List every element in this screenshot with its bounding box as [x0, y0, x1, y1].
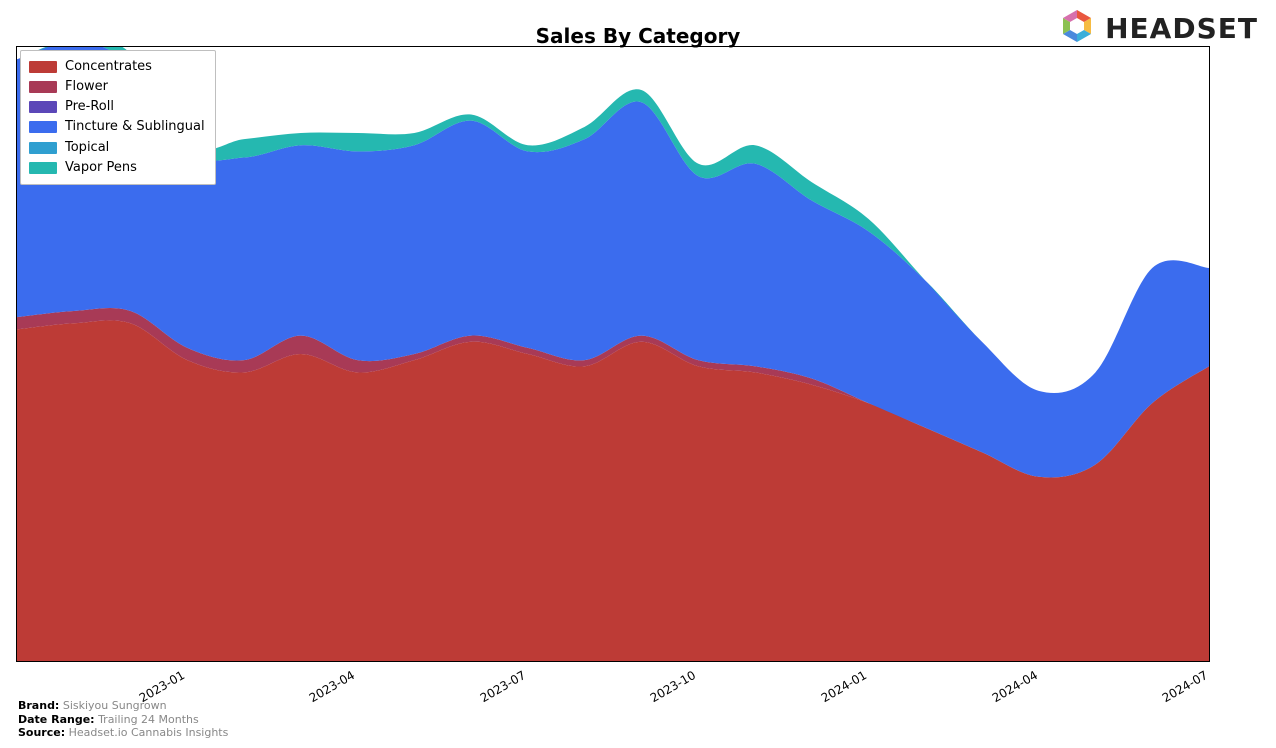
- legend-item: Topical: [29, 138, 205, 158]
- legend-swatch: [29, 81, 57, 93]
- legend-swatch: [29, 142, 57, 154]
- legend-item: Concentrates: [29, 57, 205, 77]
- legend-label: Concentrates: [65, 57, 152, 77]
- legend-swatch: [29, 121, 57, 133]
- legend-item: Pre-Roll: [29, 97, 205, 117]
- footer-brand-label: Brand:: [18, 699, 59, 712]
- footer-source-value: Headset.io Cannabis Insights: [69, 726, 229, 739]
- chart-legend: ConcentratesFlowerPre-RollTincture & Sub…: [20, 50, 216, 185]
- x-tick-label: 2023-10: [648, 668, 698, 705]
- x-axis-ticks: 2023-012023-042023-072023-102024-012024-…: [16, 662, 1210, 702]
- legend-item: Tincture & Sublingual: [29, 117, 205, 137]
- legend-item: Vapor Pens: [29, 158, 205, 178]
- brand-logo-text: HEADSET: [1105, 12, 1258, 45]
- legend-swatch: [29, 162, 57, 174]
- chart-footer: Brand: Siskiyou Sungrown Date Range: Tra…: [18, 699, 228, 740]
- brand-logo: HEADSET: [1057, 8, 1258, 48]
- legend-label: Pre-Roll: [65, 97, 114, 117]
- legend-swatch: [29, 101, 57, 113]
- x-tick-label: 2024-07: [1160, 668, 1210, 705]
- footer-source-label: Source:: [18, 726, 65, 739]
- x-tick-label: 2023-07: [478, 668, 528, 705]
- legend-label: Topical: [65, 138, 109, 158]
- area-concentrates: [17, 320, 1209, 661]
- x-tick-label: 2023-04: [307, 668, 357, 705]
- x-tick-label: 2024-01: [819, 668, 869, 705]
- legend-label: Tincture & Sublingual: [65, 117, 205, 137]
- x-tick-label: 2024-04: [989, 668, 1039, 705]
- footer-range-label: Date Range:: [18, 713, 95, 726]
- headset-logo-icon: [1057, 8, 1097, 48]
- footer-range-value: Trailing 24 Months: [98, 713, 199, 726]
- legend-label: Flower: [65, 77, 108, 97]
- legend-label: Vapor Pens: [65, 158, 137, 178]
- legend-swatch: [29, 61, 57, 73]
- footer-brand-value: Siskiyou Sungrown: [63, 699, 167, 712]
- legend-item: Flower: [29, 77, 205, 97]
